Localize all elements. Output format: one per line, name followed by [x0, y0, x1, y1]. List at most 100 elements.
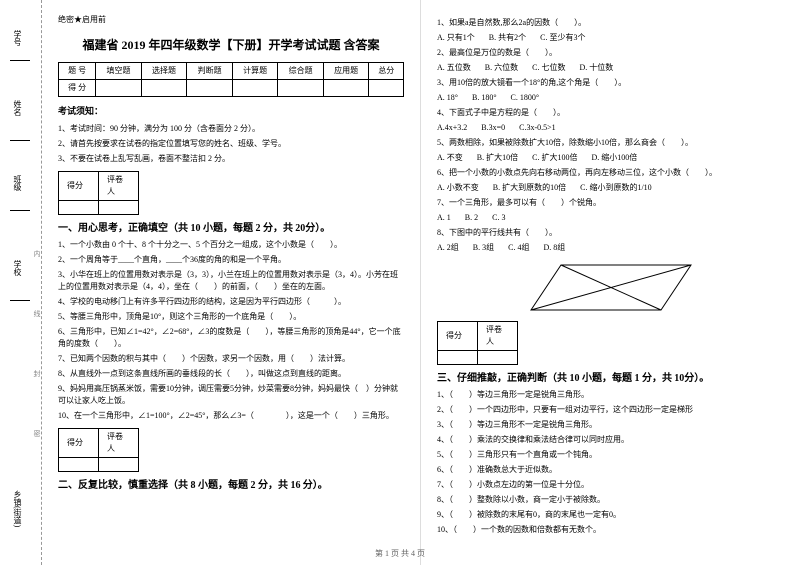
section1-title: 一、用心思考，正确填空（共 10 小题，每题 2 分，共: [58, 223, 293, 234]
options: A. 小数不变 B. 扩大到原数的10倍 C. 缩小到原数的1/10: [437, 182, 784, 194]
options: A. 2组 B. 3组 C. 4组 D. 8组: [437, 242, 784, 254]
opt: C. 至少有3个: [540, 32, 585, 44]
secret-label: 绝密★启用前: [58, 14, 404, 26]
notice-title: 考试须知：: [58, 105, 404, 119]
options: A. 只有1个 B. 共有2个 C. 至少有3个: [437, 32, 784, 44]
seal-text: 内: [32, 250, 42, 257]
section3-title: 三、仔细推敲，正确判断（共 10 小题，每题 1 分，共: [437, 373, 672, 384]
td: 得分: [59, 428, 99, 457]
question: 7、一个三角形，最多可以有（ ）个锐角。: [437, 197, 784, 209]
th: 判断题: [187, 63, 233, 80]
question: 3、（ ）等边三角形不一定是锐角三角形。: [437, 419, 784, 431]
opt: C. 扩大100倍: [532, 152, 577, 164]
th: 题 号: [59, 63, 96, 80]
opt: B. 3组: [473, 242, 494, 254]
left-column: 绝密★启用前 福建省 2019 年四年级数学【下册】开学考试试题 含答案 题 号…: [42, 0, 421, 565]
th: 总分: [369, 63, 404, 80]
label-student-id: 学号: [12, 30, 23, 46]
line: [10, 140, 30, 141]
parallelogram-diagram: [521, 260, 701, 315]
exam-title: 福建省 2019 年四年级数学【下册】开学考试试题 含答案: [58, 36, 404, 54]
opt: A. 1: [437, 212, 451, 224]
section2-title2: 分）。: [303, 480, 328, 491]
opt: C. 缩小到原数的1/10: [580, 182, 652, 194]
options: A. 1 B. 2 C. 3: [437, 212, 784, 224]
signer-table: 得分评卷人: [58, 171, 139, 215]
label-name: 姓名: [12, 100, 23, 116]
question: 5、（ ）三角形只有一个直角或一个钝角。: [437, 449, 784, 461]
question: 8、下图中的平行线共有（ ）。: [437, 227, 784, 239]
th: 应用题: [323, 63, 369, 80]
opt: A.4x+3.2: [437, 122, 467, 134]
opt: B. 180°: [472, 92, 497, 104]
td: 评卷人: [478, 322, 518, 351]
seal-text: 密: [32, 430, 42, 437]
question: 2、一个周角等于____个直角，____个36度的角的和是一个平角。: [58, 254, 404, 266]
opt: B. 2: [465, 212, 478, 224]
opt: D. 十位数: [579, 62, 613, 74]
question: 10、在一个三角形中，∠1=100°，∠2=45°，那么∠3=（ ），这是一个（…: [58, 410, 404, 422]
section1-title2: 20分）。: [295, 223, 330, 234]
question: 6、把一个小数的小数点先向右移动两位，再向左移动三位，这个小数（ ）。: [437, 167, 784, 179]
question: 1、（ ）等边三角形一定是锐角三角形。: [437, 389, 784, 401]
question: 2、（ ）一个四边形中，只要有一组对边平行，这个四边形一定是梯形: [437, 404, 784, 416]
opt: A. 不变: [437, 152, 463, 164]
table-row: 得 分: [59, 80, 404, 97]
question: 6、（ ）准确数总大于近似数。: [437, 464, 784, 476]
section2-title: 二、反复比较，慎重选择（共 8 小题，每题 2 分，共 16: [58, 480, 301, 491]
line: [10, 300, 30, 301]
signer-table: 得分评卷人: [58, 428, 139, 472]
opt: C. 3: [492, 212, 505, 224]
question: 9、（ ）被除数的末尾有0，商的末尾也一定有0。: [437, 509, 784, 521]
opt: D. 8组: [543, 242, 565, 254]
question: 7、（ ）小数点左边的第一位是十分位。: [437, 479, 784, 491]
label-school: 学校: [12, 260, 23, 276]
label-town: 乡镇(街道): [12, 490, 23, 527]
question: 8、从直线外一点到这条直线所画的垂线段的长（ ），叫做这点到直线的距离。: [58, 368, 404, 380]
line: [10, 210, 30, 211]
th: 填空题: [96, 63, 142, 80]
question: 4、下面式子中是方程的是（ ）。: [437, 107, 784, 119]
right-column: 1、如果a是自然数,那么2a的因数（ ）。 A. 只有1个 B. 共有2个 C.…: [421, 0, 800, 565]
opt: A. 2组: [437, 242, 459, 254]
opt: A. 五位数: [437, 62, 471, 74]
th: 选择题: [141, 63, 187, 80]
question: 6、三角形中，已知∠1=42°，∠2=68°，∠3的度数是（ ），等腰三角形的顶…: [58, 326, 404, 350]
opt: B.3x=0: [481, 122, 505, 134]
question: 1、一个小数由 0 个十、8 个十分之一、5 个百分之一组成，这个小数是（ ）。: [58, 239, 404, 251]
question: 4、（ ）乘法的交换律和乘法结合律可以同时应用。: [437, 434, 784, 446]
seal-text: 封: [32, 370, 42, 377]
opt: C. 七位数: [532, 62, 565, 74]
td: 评卷人: [99, 428, 139, 457]
td: 得 分: [59, 80, 96, 97]
question: 2、最高位是万位的数是（ ）。: [437, 47, 784, 59]
question: 9、妈妈用高压锅蒸米饭，需要10分钟，调压需要5分钟，炒菜需要8分钟，妈妈最快（…: [58, 383, 404, 407]
opt: B. 共有2个: [489, 32, 526, 44]
options: A. 不变 B. 扩大10倍 C. 扩大100倍 D. 缩小100倍: [437, 152, 784, 164]
td: 评卷人: [99, 171, 139, 200]
seal-text: 线: [32, 310, 42, 317]
signer-table: 得分评卷人: [437, 321, 518, 365]
td: 得分: [59, 171, 99, 200]
opt: C. 4组: [508, 242, 529, 254]
question: 7、已知两个因数的积与其中（ ）个因数，求另一个因数，用（ ）法计算。: [58, 353, 404, 365]
question: 10、（ ）一个数的因数和倍数都有无数个。: [437, 524, 784, 536]
notice-item: 2、请首先按要求在试卷的指定位置填写您的姓名、班级、学号。: [58, 138, 404, 150]
notice-item: 1、考试时间：90 分钟，满分为 100 分（含卷面分 2 分）。: [58, 123, 404, 135]
label-class: 班级: [12, 175, 23, 191]
section3-title2: 10分）。: [674, 373, 709, 384]
table-row: 题 号 填空题 选择题 判断题 计算题 综合题 应用题 总分: [59, 63, 404, 80]
opt: D. 缩小100倍: [591, 152, 637, 164]
question: 5、等腰三角形中，顶角是10°，则这个三角形的一个底角是（ ）。: [58, 311, 404, 323]
question: 1、如果a是自然数,那么2a的因数（ ）。: [437, 17, 784, 29]
opt: B. 六位数: [485, 62, 518, 74]
opt: C. 1800°: [511, 92, 540, 104]
options: A. 五位数 B. 六位数 C. 七位数 D. 十位数: [437, 62, 784, 74]
question: 8、（ ）整数除以小数，商一定小于被除数。: [437, 494, 784, 506]
notice-item: 3、不要在试卷上乱写乱画，卷面不整洁扣 2 分。: [58, 153, 404, 165]
question: 3、小华在班上的位置用数对表示是（3，3），小兰在班上的位置用数对表示是（3，4…: [58, 269, 404, 293]
options: A.4x+3.2 B.3x=0 C.3x-0.5>1: [437, 122, 784, 134]
opt: C.3x-0.5>1: [519, 122, 556, 134]
line: [10, 60, 30, 61]
options: A. 18° B. 180° C. 1800°: [437, 92, 784, 104]
